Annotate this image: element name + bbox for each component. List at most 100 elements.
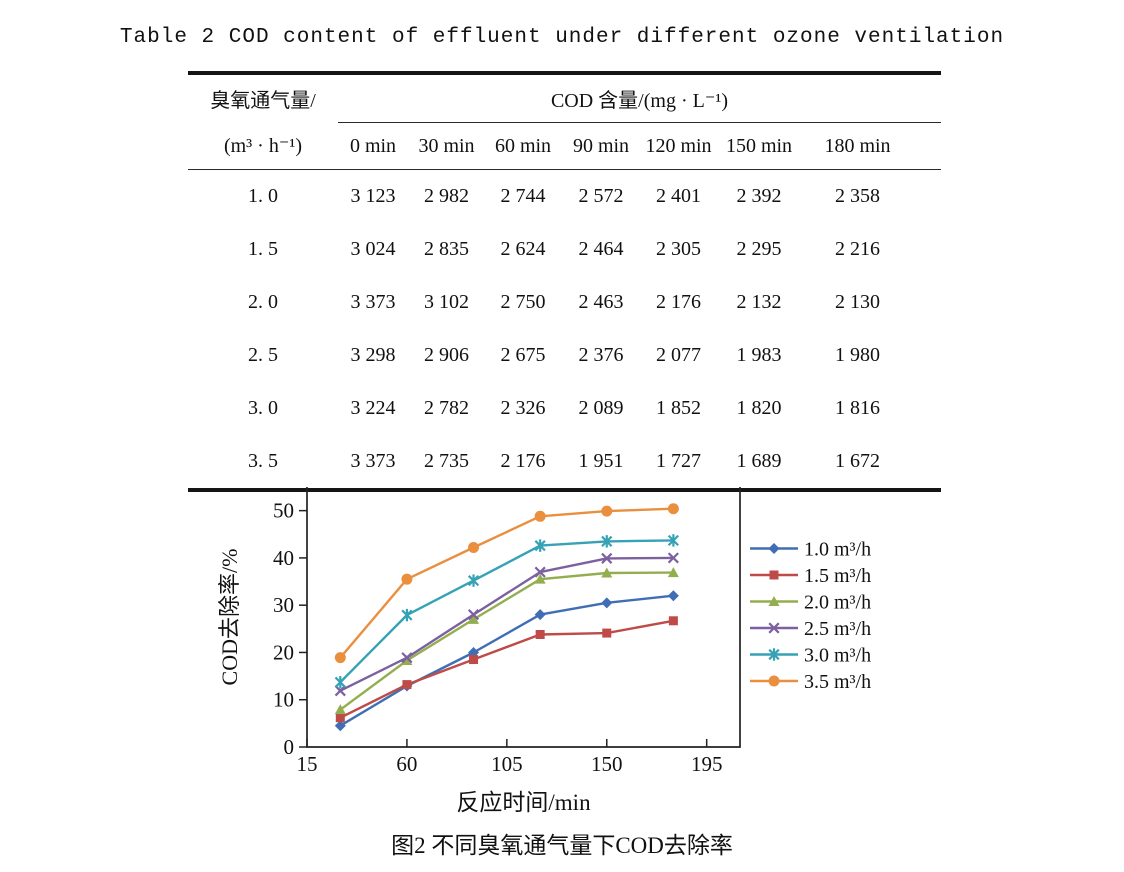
legend-label: 2.0 m³/h bbox=[804, 592, 871, 614]
cod-value: 3 224 bbox=[350, 397, 396, 419]
triangle-marker bbox=[334, 704, 346, 715]
cod-value: 3 373 bbox=[350, 291, 396, 313]
series-line bbox=[339, 594, 675, 727]
cod-value: 2 358 bbox=[835, 185, 880, 207]
cod-value: 2 392 bbox=[736, 185, 782, 207]
cod-value: 2 675 bbox=[500, 344, 546, 366]
x-tick-label: 150 bbox=[591, 752, 623, 776]
x-marker bbox=[334, 685, 346, 697]
table-row: 3. 5 3 373 2 735 2 176 1 951 1 727 1 689 1 672 bbox=[188, 435, 941, 490]
circle-marker bbox=[534, 510, 546, 522]
square-marker bbox=[769, 570, 779, 580]
diamond-marker bbox=[601, 597, 613, 609]
y-tick-label: 30 bbox=[273, 593, 294, 617]
cod-value: 2 782 bbox=[424, 397, 469, 419]
cod-value: 2 077 bbox=[656, 344, 701, 366]
time-header: 90 min bbox=[561, 122, 641, 170]
ventilation-value: 1. 5 bbox=[248, 238, 278, 260]
triangle-marker bbox=[768, 596, 780, 606]
cod-value: 2 572 bbox=[578, 185, 624, 207]
ventilation-value: 3. 5 bbox=[248, 450, 278, 472]
x-marker bbox=[401, 652, 413, 664]
diamond-marker bbox=[534, 609, 546, 621]
x-marker bbox=[467, 609, 480, 621]
y-tick-label: 50 bbox=[273, 499, 294, 523]
ventilation-value: 2. 0 bbox=[248, 291, 278, 313]
square-marker bbox=[469, 655, 479, 665]
figure-caption: 图2 不同臭氧通气量下COD去除率 bbox=[391, 833, 733, 858]
cod-value: 1 951 bbox=[578, 450, 624, 472]
triangle-marker bbox=[667, 567, 679, 578]
triangle-marker bbox=[468, 613, 480, 624]
square-marker bbox=[602, 628, 612, 638]
series-line bbox=[339, 539, 675, 684]
cod-value: 2 176 bbox=[656, 291, 701, 313]
cod-value: 3 024 bbox=[350, 238, 396, 260]
diamond-marker bbox=[334, 720, 346, 732]
cod-value: 1 689 bbox=[736, 450, 782, 472]
legend-label: 1.0 m³/h bbox=[804, 539, 871, 561]
time-header: 30 min bbox=[408, 122, 485, 170]
x-marker bbox=[768, 622, 780, 634]
triangle-marker bbox=[534, 573, 546, 584]
y-tick-label: 20 bbox=[273, 640, 294, 664]
cod-value: 1 727 bbox=[656, 450, 701, 472]
cod-value: 2 464 bbox=[578, 238, 624, 260]
time-header: 60 min bbox=[485, 122, 561, 170]
cod-value: 3 123 bbox=[350, 185, 396, 207]
cod-value: 1 852 bbox=[656, 397, 701, 419]
circle-marker bbox=[401, 573, 413, 585]
time-header: 0 min bbox=[338, 122, 408, 170]
triangle-marker bbox=[401, 654, 413, 665]
cod-value: 3 373 bbox=[350, 450, 396, 472]
series-line bbox=[339, 556, 675, 692]
square-marker bbox=[535, 629, 545, 639]
diamond-marker bbox=[667, 590, 679, 602]
ventilation-value: 3. 0 bbox=[248, 397, 278, 419]
cod-value: 2 744 bbox=[500, 185, 546, 207]
x-marker bbox=[667, 552, 679, 564]
time-header: 150 min bbox=[716, 122, 802, 170]
square-marker bbox=[335, 713, 345, 723]
x-marker bbox=[534, 566, 546, 578]
y-axis-label: COD去除率/% bbox=[217, 549, 242, 686]
square-marker bbox=[668, 616, 678, 626]
table-header: 臭氧通气量/COD 含量/(mg · L⁻¹) (m³ · h⁻¹) 0 min 30… bbox=[188, 73, 942, 170]
x-tick-label: 195 bbox=[691, 752, 723, 776]
table-row: 3. 0 3 224 2 782 2 326 2 089 1 852 1 820 1 816 bbox=[188, 382, 941, 435]
cod-value: 1 980 bbox=[835, 344, 880, 366]
cod-group-header: COD 含量/(mg · L⁻¹) bbox=[338, 73, 942, 123]
circle-marker bbox=[768, 675, 780, 687]
ventilation-value: 2. 5 bbox=[248, 344, 278, 366]
series-line bbox=[339, 619, 675, 719]
cod-value: 2 132 bbox=[736, 291, 782, 313]
legend-label: 3.5 m³/h bbox=[804, 671, 871, 693]
square-marker bbox=[402, 680, 412, 690]
cod-value: 3 102 bbox=[424, 291, 469, 313]
cod-value: 1 820 bbox=[736, 397, 782, 419]
legend-label: 3.0 m³/h bbox=[804, 645, 871, 667]
time-header: 180 min bbox=[802, 122, 942, 170]
cod-value: 3 298 bbox=[350, 344, 396, 366]
cod-value: 2 463 bbox=[578, 291, 624, 313]
triangle-marker bbox=[601, 567, 613, 578]
x-tick-label: 60 bbox=[396, 752, 417, 776]
table-row: 1. 5 3 024 2 835 2 624 2 464 2 305 2 295 2 216 bbox=[188, 223, 941, 276]
diamond-marker bbox=[768, 543, 780, 554]
cod-value: 2 735 bbox=[424, 450, 469, 472]
ventilation-header-line2: (m³ · h⁻¹) bbox=[188, 122, 338, 170]
cod-value: 2 130 bbox=[835, 291, 880, 313]
cod-content-table: 臭氧通气量/COD 含量/(mg · L⁻¹) (m³ · h⁻¹) 0 min 30… bbox=[188, 71, 942, 492]
cod-value: 2 216 bbox=[835, 238, 880, 260]
circle-marker bbox=[334, 652, 346, 664]
ventilation-value: 1. 0 bbox=[248, 185, 278, 207]
y-tick-label: 40 bbox=[273, 546, 294, 570]
legend-label: 2.5 m³/h bbox=[804, 618, 871, 640]
x-axis-label: 反应时间/min bbox=[456, 790, 591, 815]
cod-value: 2 982 bbox=[424, 185, 469, 207]
cod-value: 1 983 bbox=[736, 344, 782, 366]
time-header: 120 min bbox=[641, 122, 716, 170]
cod-removal-line-chart: 15 60 105 150 195 0 10 20 30 40 50 COD去除率/% 1.0 m³/h… bbox=[217, 487, 871, 776]
